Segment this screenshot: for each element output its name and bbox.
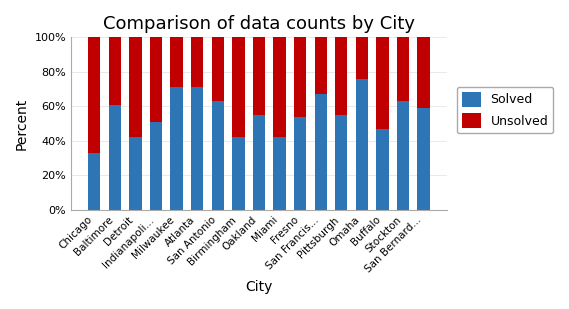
Bar [273, 137, 286, 210]
Bar [129, 137, 142, 210]
Bar [129, 37, 142, 137]
Bar [150, 122, 162, 210]
Bar [273, 37, 286, 137]
Bar [315, 37, 327, 94]
Bar [109, 37, 121, 104]
Bar [171, 37, 183, 87]
Bar [212, 101, 224, 210]
Bar [418, 108, 430, 210]
Legend: Solved, Unsolved: Solved, Unsolved [457, 87, 553, 133]
Bar [335, 115, 348, 210]
Bar [335, 37, 348, 115]
Bar [109, 104, 121, 210]
Bar [253, 115, 265, 210]
Bar [253, 37, 265, 115]
Bar [418, 37, 430, 108]
Bar [232, 37, 245, 137]
Bar [376, 37, 389, 129]
Bar [315, 94, 327, 210]
Bar [356, 37, 368, 79]
X-axis label: City: City [245, 280, 273, 294]
Bar [171, 87, 183, 210]
Bar [397, 37, 409, 101]
Bar [294, 37, 306, 116]
Bar [191, 37, 203, 87]
Bar [397, 101, 409, 210]
Title: Comparison of data counts by City: Comparison of data counts by City [103, 15, 415, 33]
Bar [212, 37, 224, 101]
Bar [232, 137, 245, 210]
Bar [191, 87, 203, 210]
Bar [150, 37, 162, 122]
Bar [294, 116, 306, 210]
Bar [88, 37, 101, 153]
Y-axis label: Percent: Percent [15, 97, 29, 150]
Bar [356, 79, 368, 210]
Bar [376, 129, 389, 210]
Bar [88, 153, 101, 210]
